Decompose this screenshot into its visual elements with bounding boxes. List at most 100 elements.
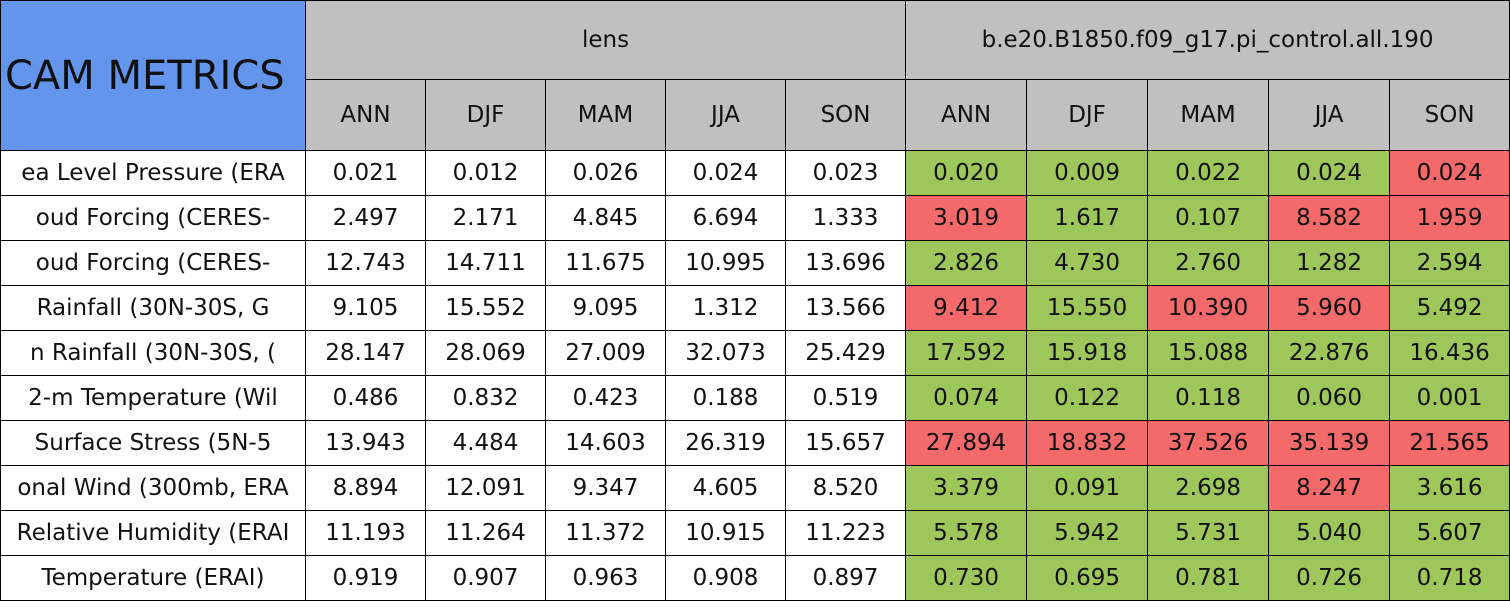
lens-cell: 11.193: [305, 510, 426, 556]
row-label-cell: oud Forcing (CERES-: [0, 195, 306, 241]
test-cell: 0.074: [905, 375, 1028, 421]
lens-cell: 1.312: [665, 285, 786, 331]
lens-cell: 0.519: [784, 375, 907, 421]
row-label-cell: oud Forcing (CERES-: [0, 240, 306, 286]
group-header: lens: [304, 0, 907, 80]
lens-cell: 14.711: [425, 240, 546, 286]
lens-cell: 2.171: [425, 195, 546, 241]
test-cell: 2.698: [1147, 465, 1270, 511]
row-label: oud Forcing (CERES-: [35, 250, 271, 276]
test-cell: 35.139: [1268, 420, 1391, 466]
test-cell: 0.730: [905, 555, 1028, 601]
lens-cell: 8.894: [305, 465, 426, 511]
test-cell: 5.040: [1268, 510, 1391, 556]
test-cell: 2.760: [1147, 240, 1270, 286]
test-cell: 3.019: [905, 195, 1028, 241]
lens-cell: 10.995: [665, 240, 786, 286]
lens-cell: 11.264: [425, 510, 546, 556]
test-cell: 0.024: [1389, 150, 1510, 196]
row-label: Temperature (ERAI): [41, 565, 265, 591]
table-row: oud Forcing (CERES- 2.497 2.171 4.845 6.694 1…: [0, 195, 1510, 241]
lens-cell: 11.675: [545, 240, 666, 286]
table-header: CAM METRICS lens b.e20.B1850.f09_g17.pi_c…: [0, 0, 1510, 151]
row-label-cell: Temperature (ERAI): [0, 555, 306, 601]
row-label: onal Wind (300mb, ERA: [17, 475, 289, 501]
test-cell: 17.592: [905, 330, 1028, 376]
group-header: b.e20.B1850.f09_g17.pi_control.all.190: [905, 0, 1510, 80]
lens-cell: 0.024: [665, 150, 786, 196]
lens-cell: 32.073: [665, 330, 786, 376]
test-cell: 37.526: [1147, 420, 1270, 466]
lens-cell: 0.919: [305, 555, 426, 601]
test-cell: 15.550: [1026, 285, 1149, 331]
table-row: ea Level Pressure (ERA 0.021 0.012 0.026 0.0…: [0, 150, 1510, 196]
lens-cell: 0.012: [425, 150, 546, 196]
season-header: MAM: [545, 79, 666, 151]
test-cell: 16.436: [1389, 330, 1510, 376]
lens-cell: 0.026: [545, 150, 666, 196]
test-cell: 5.731: [1147, 510, 1270, 556]
lens-cell: 9.347: [545, 465, 666, 511]
test-cell: 5.607: [1389, 510, 1510, 556]
lens-cell: 27.009: [545, 330, 666, 376]
season-header: ANN: [905, 79, 1028, 151]
table-row: oud Forcing (CERES- 12.743 14.711 11.675 10.…: [0, 240, 1510, 286]
row-label: ea Level Pressure (ERA: [21, 160, 285, 186]
test-cell: 0.009: [1026, 150, 1149, 196]
table-title: CAM METRICS: [0, 0, 306, 151]
row-label-cell: n Rainfall (30N-30S, (: [0, 330, 306, 376]
lens-cell: 4.484: [425, 420, 546, 466]
test-cell: 15.088: [1147, 330, 1270, 376]
season-header: JJA: [1268, 79, 1391, 151]
test-cell: 0.781: [1147, 555, 1270, 601]
season-header: MAM: [1147, 79, 1270, 151]
test-cell: 15.918: [1026, 330, 1149, 376]
test-cell: 0.695: [1026, 555, 1149, 601]
lens-cell: 9.105: [305, 285, 426, 331]
test-cell: 0.001: [1389, 375, 1510, 421]
season-header: SON: [784, 79, 907, 151]
lens-cell: 26.319: [665, 420, 786, 466]
lens-cell: 0.188: [665, 375, 786, 421]
test-cell: 0.718: [1389, 555, 1510, 601]
test-cell: 1.959: [1389, 195, 1510, 241]
lens-cell: 15.552: [425, 285, 546, 331]
test-cell: 0.022: [1147, 150, 1270, 196]
test-cell: 10.390: [1147, 285, 1270, 331]
lens-cell: 0.023: [784, 150, 907, 196]
row-label: n Rainfall (30N-30S, (: [30, 340, 276, 366]
season-header: ANN: [305, 79, 426, 151]
table-body: ea Level Pressure (ERA 0.021 0.012 0.026 0.0…: [0, 150, 1510, 601]
table-row: 2-m Temperature (Wil 0.486 0.832 0.423 0.188…: [0, 375, 1510, 421]
row-label: Surface Stress (5N-5: [34, 430, 272, 456]
table-row: onal Wind (300mb, ERA 8.894 12.091 9.347 4.6…: [0, 465, 1510, 511]
test-cell: 0.024: [1268, 150, 1391, 196]
lens-cell: 15.657: [784, 420, 907, 466]
test-cell: 5.960: [1268, 285, 1391, 331]
row-label: Rainfall (30N-30S, G: [36, 295, 270, 321]
lens-cell: 1.333: [784, 195, 907, 241]
row-label-cell: 2-m Temperature (Wil: [0, 375, 306, 421]
lens-cell: 0.963: [545, 555, 666, 601]
row-label: 2-m Temperature (Wil: [28, 385, 278, 411]
test-cell: 8.247: [1268, 465, 1391, 511]
lens-cell: 2.497: [305, 195, 426, 241]
table-row: Surface Stress (5N-5 13.943 4.484 14.603 26.…: [0, 420, 1510, 466]
lens-cell: 0.907: [425, 555, 546, 601]
lens-cell: 11.223: [784, 510, 907, 556]
lens-cell: 9.095: [545, 285, 666, 331]
test-cell: 0.118: [1147, 375, 1270, 421]
lens-cell: 4.605: [665, 465, 786, 511]
test-cell: 8.582: [1268, 195, 1391, 241]
row-label-cell: Surface Stress (5N-5: [0, 420, 306, 466]
test-cell: 1.617: [1026, 195, 1149, 241]
lens-cell: 13.566: [784, 285, 907, 331]
test-cell: 1.282: [1268, 240, 1391, 286]
season-header: JJA: [665, 79, 786, 151]
row-label-cell: Rainfall (30N-30S, G: [0, 285, 306, 331]
lens-cell: 11.372: [545, 510, 666, 556]
row-label: Relative Humidity (ERAI: [16, 520, 290, 546]
test-cell: 9.412: [905, 285, 1028, 331]
